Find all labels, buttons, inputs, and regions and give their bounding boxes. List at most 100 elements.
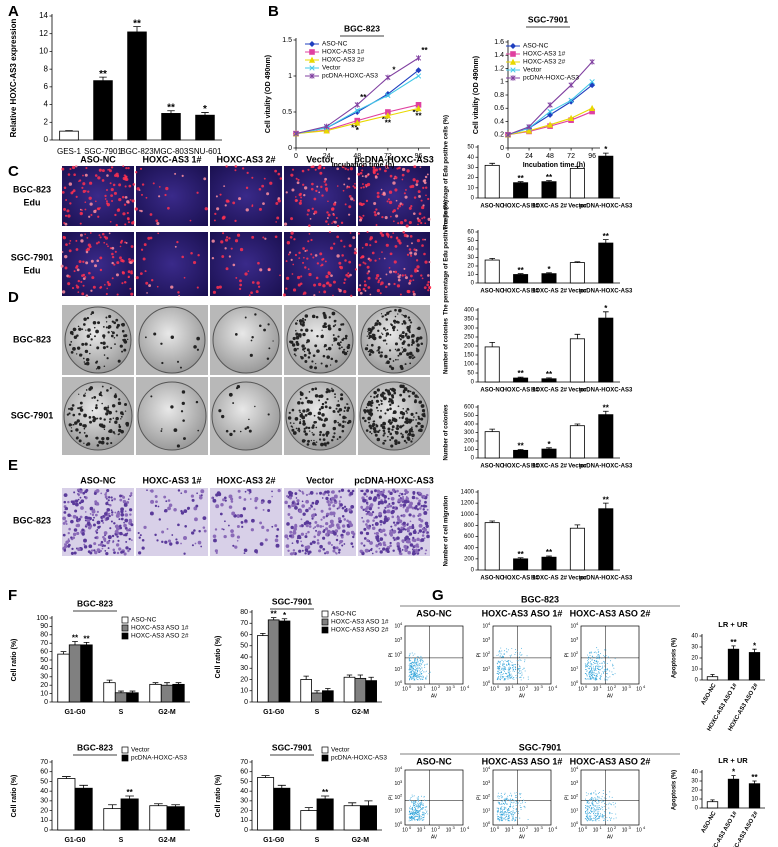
migrated-cell: [366, 503, 369, 506]
colony: [93, 326, 96, 329]
flow-event: [588, 802, 590, 804]
colony: [97, 321, 101, 325]
edu-cell: [88, 245, 92, 249]
migrated-cell: [107, 499, 110, 502]
flow-event: [424, 812, 426, 814]
edu-cell: [310, 187, 314, 191]
y-tick-label: 0.2: [494, 132, 504, 139]
edu-cell: [146, 292, 148, 294]
edu-cell: [67, 173, 71, 176]
x-tick-label: HOXC-AS 2#: [531, 289, 568, 295]
colony: [369, 331, 372, 334]
flow-event: [413, 664, 415, 666]
migrated-cell: [365, 506, 370, 510]
colony: [70, 427, 73, 429]
flow-event: [596, 679, 597, 681]
flow-event: [596, 654, 598, 656]
flow-event: [417, 664, 419, 666]
flow-event: [420, 673, 422, 675]
migrated-cell: [338, 502, 341, 505]
migrated-cell: [94, 536, 97, 539]
edu-cell: [176, 240, 179, 244]
flow-event: [592, 672, 594, 674]
edu-cell: [197, 254, 200, 257]
migrated-cell: [254, 499, 258, 503]
legend-marker: [308, 56, 316, 63]
edu-cell: [251, 281, 255, 284]
migrated-cell: [365, 501, 369, 505]
x-tick-label: ASO-NC: [480, 576, 504, 582]
colony: [161, 428, 163, 430]
flow-event: [590, 664, 592, 666]
flow-event: [596, 795, 598, 797]
edu-cell: [85, 261, 89, 265]
error-bar: [108, 804, 117, 809]
flow-event: [604, 649, 606, 651]
edu-cell: [378, 257, 381, 260]
edu-cell: [318, 165, 322, 170]
edu-cell: [387, 198, 390, 201]
flow-event: [591, 652, 593, 654]
flow-event: [415, 672, 417, 674]
colony: [115, 410, 118, 413]
y-tick-exp: 3: [488, 636, 491, 641]
edu-cell: [373, 202, 377, 206]
error-bar: [304, 807, 313, 811]
migrated-cell: [382, 547, 386, 551]
flow-event: [417, 799, 419, 801]
x-tick-exp: 3: [541, 825, 544, 830]
migrated-cell: [363, 527, 367, 531]
colony: [85, 358, 90, 362]
colony: [376, 350, 378, 352]
flow-event: [603, 819, 604, 821]
migrated-cell: [412, 550, 416, 554]
migrated-cell: [77, 498, 80, 501]
x-tick-base: 10: [578, 686, 584, 692]
flow-event: [508, 818, 509, 820]
error-bar: [348, 802, 357, 806]
edu-cell: [78, 260, 82, 264]
flow-event: [496, 663, 498, 665]
colony: [308, 430, 311, 432]
flow-event: [518, 673, 520, 674]
flow-event: [413, 672, 415, 673]
y-tick-label: 50: [467, 238, 474, 244]
flow-event: [517, 668, 519, 670]
colony: [391, 425, 395, 429]
migrated-cell: [236, 525, 240, 529]
flow-event: [585, 812, 587, 814]
migrated-cell: [361, 516, 363, 519]
flow-event: [416, 810, 418, 811]
colony: [298, 430, 301, 433]
y-tick-base: 10: [482, 681, 488, 687]
flow-event: [604, 679, 606, 681]
flow-event: [589, 811, 590, 813]
edu-cell: [320, 185, 323, 189]
y-tick-label: 80: [40, 632, 48, 639]
edu-cell: [401, 203, 404, 206]
colony: [70, 429, 73, 433]
flow-event: [413, 662, 415, 664]
flow-event: [586, 674, 588, 676]
colony: [160, 342, 163, 345]
flow-event: [600, 653, 601, 654]
y-tick-exp: 1: [400, 806, 403, 811]
y-tick-base: 10: [482, 623, 488, 629]
y-axis-label: Cell ratio (%): [215, 636, 222, 679]
colony: [299, 398, 302, 400]
flow-event: [497, 666, 498, 668]
y-tick-label: 60: [40, 648, 48, 655]
migrated-cell: [154, 533, 157, 537]
colony: [267, 323, 270, 326]
migrated-cell: [67, 500, 70, 504]
migrated-cell: [84, 519, 87, 522]
flow-event: [507, 678, 509, 680]
y-tick-label: 300: [464, 326, 475, 332]
migrated-cell: [364, 548, 369, 553]
migrated-cell: [262, 508, 265, 511]
colony: [196, 336, 200, 341]
y-tick-label: 400: [464, 308, 475, 314]
flow-event: [596, 672, 598, 674]
edu-cell: [319, 252, 323, 256]
migrated-cell: [322, 547, 326, 551]
